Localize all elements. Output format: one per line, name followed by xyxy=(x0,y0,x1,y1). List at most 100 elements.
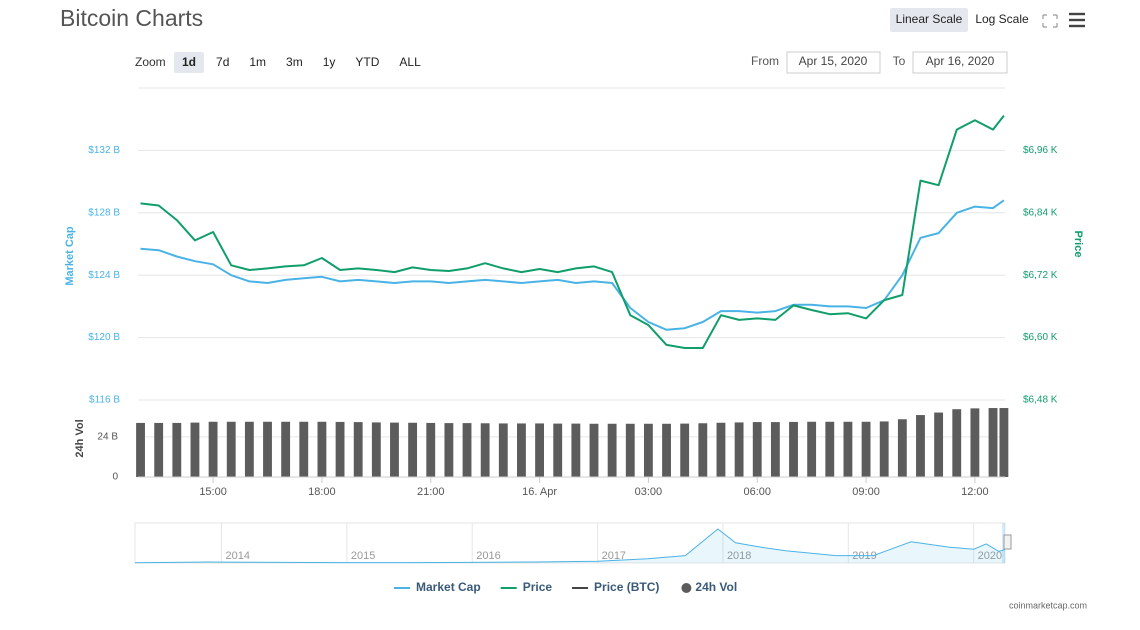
volume-bar xyxy=(154,422,164,477)
series-line xyxy=(140,114,1005,349)
volume-bar xyxy=(879,421,889,477)
navigator-tick-label: 2015 xyxy=(351,550,375,562)
volume-bar xyxy=(498,423,508,477)
volume-bar xyxy=(625,423,635,477)
zoom-button[interactable]: ALL xyxy=(399,55,421,69)
x-tick-label: 12:00 xyxy=(961,486,989,498)
volume-bar xyxy=(970,408,980,477)
navigator-frame xyxy=(134,522,1006,564)
linear-scale-button[interactable] xyxy=(890,8,968,32)
to-input[interactable] xyxy=(912,51,1008,74)
volume-bar xyxy=(281,421,291,477)
volume-bar xyxy=(462,423,472,477)
zoom-button[interactable]: 7d xyxy=(216,55,229,69)
zoom-buttons: 1d 7d 1m 3m 1y YTD ALL xyxy=(174,52,421,73)
zoom-button[interactable]: 1d xyxy=(182,55,196,69)
page-title: Bitcoin Charts xyxy=(60,5,203,31)
y-tick-label: $120 B xyxy=(88,332,120,343)
volume-bar xyxy=(571,423,581,477)
volume-bar xyxy=(952,409,962,477)
y-tick-label: $132 B xyxy=(88,145,120,156)
volume-bar xyxy=(897,419,907,477)
volume-bar xyxy=(263,421,272,477)
navigator-area xyxy=(135,529,1005,563)
volume-bar xyxy=(807,421,817,477)
volume-bar xyxy=(553,423,563,477)
series-line xyxy=(140,199,1005,331)
volume-bar xyxy=(317,421,327,477)
x-tick-label: 18:00 xyxy=(308,486,336,498)
volume-bar xyxy=(916,415,925,477)
x-tick-label: 15:00 xyxy=(199,486,227,498)
navigator-tick-label: 2018 xyxy=(727,550,751,562)
from-input[interactable] xyxy=(786,51,881,74)
volume-bar xyxy=(770,422,780,477)
log-scale-button[interactable]: Log Scale xyxy=(975,12,1029,26)
credit: coinmarketcap.com xyxy=(1009,600,1087,610)
volume-bar xyxy=(517,423,526,477)
from-label: From xyxy=(751,54,779,68)
linear-scale-label[interactable]: Linear Scale xyxy=(896,12,963,26)
y2-tick-label: $6,84 K xyxy=(1023,207,1058,218)
legend-label[interactable]: Market Cap xyxy=(416,580,481,594)
volume-bar xyxy=(698,423,708,477)
volume-bar xyxy=(934,412,944,477)
volume-bar xyxy=(752,422,762,477)
volume-bar xyxy=(426,422,436,477)
y2-tick-label: $6,48 K xyxy=(1023,395,1058,406)
volume-bar xyxy=(662,423,671,477)
y2-tick-label: $6,72 K xyxy=(1023,270,1058,281)
navigator-tick-label: 2017 xyxy=(602,550,626,562)
fullscreen-icon[interactable] xyxy=(1042,14,1058,28)
volume-bar xyxy=(988,408,998,477)
volume-tick-label: 0 xyxy=(112,472,118,483)
volume-bar xyxy=(680,423,690,477)
volume-bar xyxy=(999,408,1009,477)
volume-bar xyxy=(734,422,744,477)
zoom-button[interactable]: 1y xyxy=(323,55,336,69)
x-tick-label: 21:00 xyxy=(417,486,445,498)
volume-bar xyxy=(444,423,454,477)
navigator-tick-label: 2020 xyxy=(978,550,1002,562)
volume-bar xyxy=(299,421,309,477)
x-tick-label: 16. Apr xyxy=(522,486,557,498)
zoom-button[interactable]: 3m xyxy=(286,55,303,69)
y-tick-label: $116 B xyxy=(89,395,120,406)
volume-bar xyxy=(208,421,218,477)
legend-symbol xyxy=(681,583,692,593)
volume-bar xyxy=(843,421,853,477)
menu-icon[interactable] xyxy=(1069,12,1085,28)
volume-bar xyxy=(825,421,835,477)
legend-label[interactable]: 24h Vol xyxy=(695,580,737,594)
volume-bar xyxy=(589,423,599,477)
x-tick-label: 06:00 xyxy=(743,486,771,498)
volume-bar xyxy=(244,421,254,477)
volume-bar xyxy=(716,422,726,477)
volume-bar xyxy=(390,422,399,477)
volume-bar xyxy=(643,423,653,477)
volume-bar xyxy=(789,421,798,477)
navigator-handle[interactable] xyxy=(1003,534,1012,550)
volume-bar xyxy=(353,422,363,477)
zoom-button[interactable]: YTD xyxy=(355,55,379,69)
x-tick-label: 09:00 xyxy=(852,486,880,498)
y-tick-label: $128 B xyxy=(88,207,120,218)
navigator-line xyxy=(134,528,1006,564)
volume-axis-title: 24h Vol xyxy=(74,419,86,457)
volume-bar xyxy=(172,422,182,477)
y-tick-label: $124 B xyxy=(88,270,120,281)
legend-label[interactable]: Price xyxy=(523,580,553,594)
volume-bar xyxy=(371,422,381,477)
zoom-button[interactable]: 1m xyxy=(249,55,266,69)
volume-bar xyxy=(226,421,236,477)
to-date[interactable]: Apr 16, 2020 xyxy=(926,54,995,68)
zoom-label: Zoom xyxy=(135,55,166,69)
from-date[interactable]: Apr 15, 2020 xyxy=(799,54,868,68)
y2-axis-title: Price xyxy=(1072,231,1084,258)
legend-label[interactable]: Price (BTC) xyxy=(594,580,659,594)
x-tick-label: 03:00 xyxy=(635,486,663,498)
to-label: To xyxy=(893,54,906,68)
volume-bar xyxy=(535,423,545,477)
volume-bar xyxy=(480,423,490,477)
